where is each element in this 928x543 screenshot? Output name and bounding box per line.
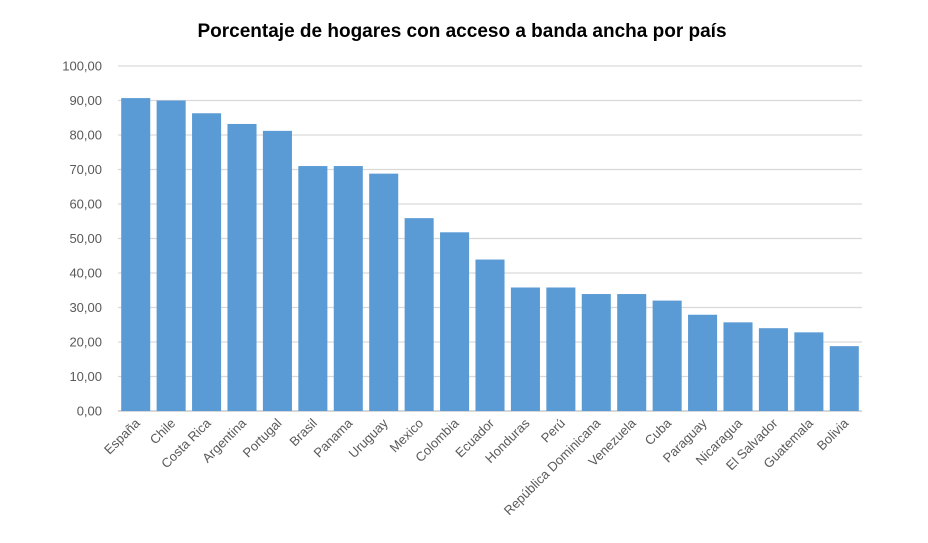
x-tick-label: Perú xyxy=(538,416,568,446)
bar xyxy=(688,314,718,411)
bar xyxy=(262,130,292,412)
bar xyxy=(723,322,753,411)
x-tick-label: España xyxy=(101,415,143,457)
y-tick-label: 30,00 xyxy=(69,300,102,315)
bar xyxy=(617,294,647,411)
y-tick-label: 60,00 xyxy=(69,197,102,212)
bar xyxy=(510,287,540,411)
bar xyxy=(227,123,257,412)
bar xyxy=(546,287,576,411)
x-tick-label: Bolivia xyxy=(814,415,852,453)
y-tick-label: 90,00 xyxy=(69,93,102,108)
bar xyxy=(581,294,611,411)
y-tick-label: 10,00 xyxy=(69,369,102,384)
y-tick-label: 70,00 xyxy=(69,162,102,177)
bar xyxy=(475,259,505,411)
chart-title: Porcentaje de hogares con acceso a banda… xyxy=(197,21,726,42)
bar xyxy=(404,218,434,411)
bar xyxy=(192,113,222,411)
x-tick-label: Cuba xyxy=(642,415,675,448)
x-tick-label: Portugal xyxy=(240,415,285,460)
bar xyxy=(652,300,682,411)
bar xyxy=(369,173,399,411)
bar xyxy=(333,166,363,411)
x-tick-label: Uruguay xyxy=(345,415,391,461)
y-tick-label: 0,00 xyxy=(77,404,102,419)
bar xyxy=(829,346,859,411)
y-tick-label: 40,00 xyxy=(69,266,102,281)
x-tick-label: Chile xyxy=(147,416,179,448)
y-tick-label: 20,00 xyxy=(69,335,102,350)
y-tick-label: 50,00 xyxy=(69,231,102,246)
bar xyxy=(440,232,470,411)
bar xyxy=(156,100,186,411)
bar xyxy=(758,328,788,411)
bar xyxy=(794,332,824,411)
y-tick-label: 80,00 xyxy=(69,128,102,143)
bar xyxy=(121,98,151,412)
bar xyxy=(298,166,328,411)
y-tick-label: 100,00 xyxy=(62,59,102,74)
